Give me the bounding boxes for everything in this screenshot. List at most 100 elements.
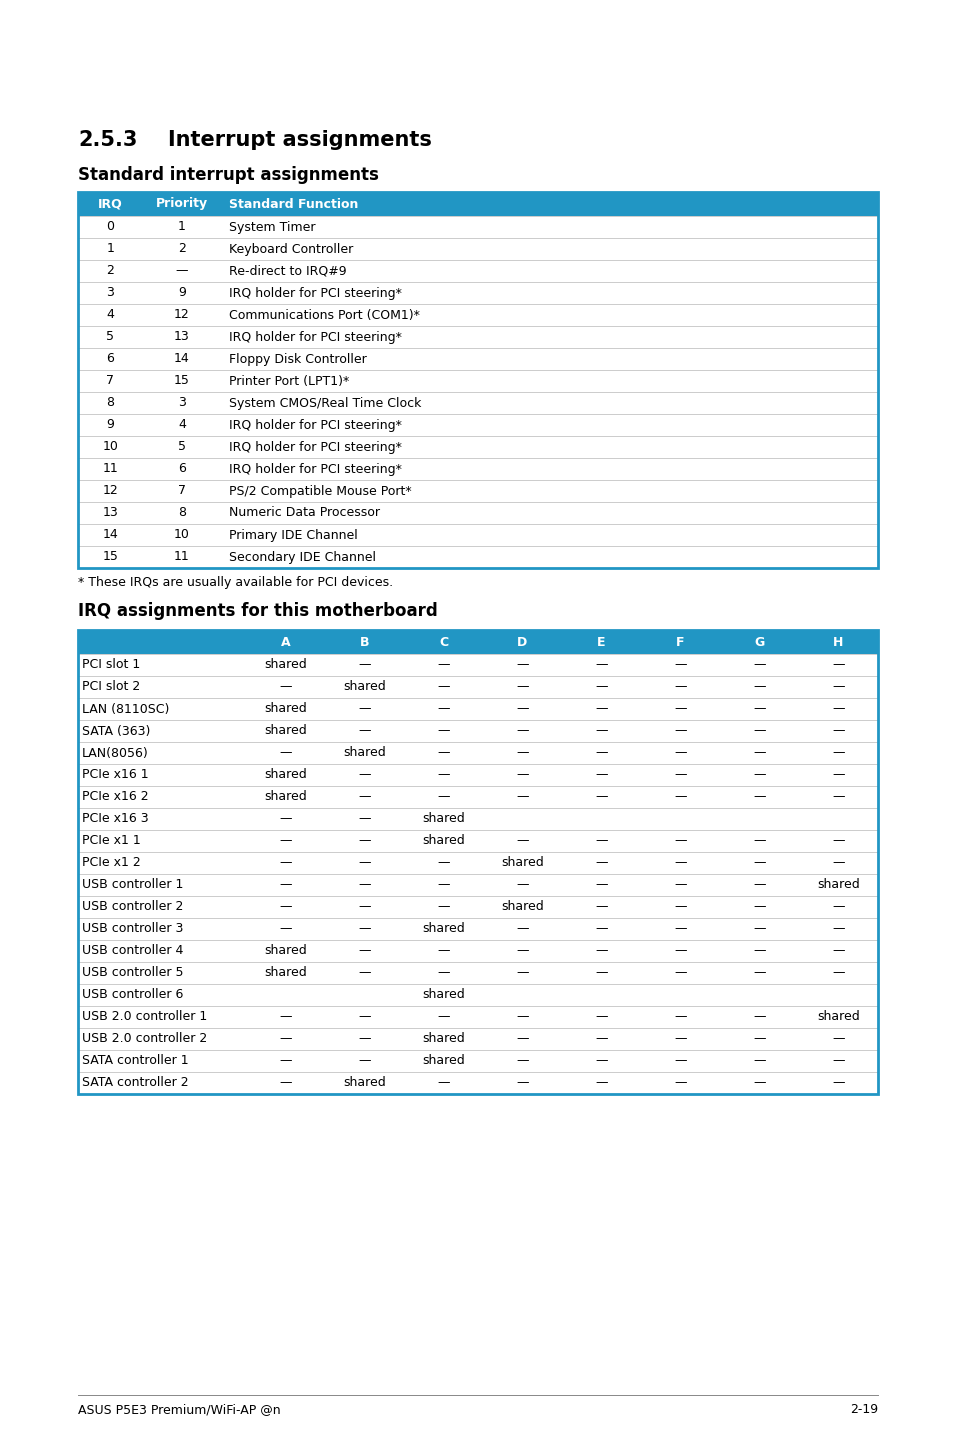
Bar — [78, 1028, 877, 1050]
Text: USB controller 6: USB controller 6 — [82, 988, 183, 1001]
Text: 12: 12 — [103, 485, 118, 498]
Text: —: — — [358, 1011, 371, 1024]
Text: —: — — [516, 659, 528, 672]
Text: shared: shared — [421, 834, 464, 847]
Text: Priority: Priority — [155, 197, 208, 210]
Text: G: G — [754, 636, 763, 649]
Text: PCIe x1 1: PCIe x1 1 — [82, 834, 141, 847]
Text: 3: 3 — [107, 286, 114, 299]
Text: shared: shared — [264, 966, 307, 979]
Bar — [78, 348, 877, 370]
Text: —: — — [516, 945, 528, 958]
Text: 9: 9 — [107, 418, 114, 431]
Text: —: — — [516, 746, 528, 759]
Text: —: — — [516, 879, 528, 892]
Bar — [78, 370, 877, 393]
Text: —: — — [674, 879, 686, 892]
Text: —: — — [595, 1077, 607, 1090]
Text: —: — — [674, 680, 686, 693]
Bar — [78, 917, 877, 940]
Text: —: — — [595, 659, 607, 672]
Text: —: — — [831, 1077, 843, 1090]
Text: —: — — [358, 725, 371, 738]
Text: 7: 7 — [107, 374, 114, 387]
Text: —: — — [595, 900, 607, 913]
Text: —: — — [674, 768, 686, 781]
Text: PCI slot 2: PCI slot 2 — [82, 680, 140, 693]
Text: —: — — [279, 923, 292, 936]
Text: —: — — [674, 1032, 686, 1045]
Text: —: — — [358, 966, 371, 979]
Text: —: — — [279, 1054, 292, 1067]
Text: —: — — [436, 659, 449, 672]
Bar — [78, 851, 877, 874]
Text: —: — — [595, 680, 607, 693]
Text: —: — — [358, 1032, 371, 1045]
Text: —: — — [358, 703, 371, 716]
Text: shared: shared — [264, 768, 307, 781]
Text: —: — — [831, 857, 843, 870]
Text: —: — — [753, 1077, 765, 1090]
Text: —: — — [595, 1032, 607, 1045]
Bar — [78, 940, 877, 962]
Text: —: — — [436, 879, 449, 892]
Text: —: — — [753, 1054, 765, 1067]
Text: IRQ: IRQ — [98, 197, 123, 210]
Bar — [78, 720, 877, 742]
Text: —: — — [831, 834, 843, 847]
Text: 6: 6 — [107, 352, 114, 365]
Text: PCIe x16 3: PCIe x16 3 — [82, 812, 149, 825]
Text: USB 2.0 controller 2: USB 2.0 controller 2 — [82, 1032, 207, 1045]
Text: —: — — [436, 1011, 449, 1024]
Text: Keyboard Controller: Keyboard Controller — [229, 243, 353, 256]
Text: —: — — [279, 1032, 292, 1045]
Bar — [78, 260, 877, 282]
Text: LAN (8110SC): LAN (8110SC) — [82, 703, 170, 716]
Text: —: — — [358, 857, 371, 870]
Text: —: — — [753, 900, 765, 913]
Text: —: — — [516, 1054, 528, 1067]
Text: PS/2 Compatible Mouse Port*: PS/2 Compatible Mouse Port* — [229, 485, 411, 498]
Text: Primary IDE Channel: Primary IDE Channel — [229, 529, 357, 542]
Text: 6: 6 — [178, 463, 186, 476]
Text: —: — — [175, 265, 188, 278]
Text: —: — — [516, 966, 528, 979]
Text: —: — — [674, 966, 686, 979]
Text: —: — — [436, 703, 449, 716]
Text: —: — — [516, 923, 528, 936]
Text: —: — — [595, 945, 607, 958]
Text: PCI slot 1: PCI slot 1 — [82, 659, 140, 672]
Text: —: — — [595, 791, 607, 804]
Text: IRQ holder for PCI steering*: IRQ holder for PCI steering* — [229, 440, 401, 453]
Text: shared: shared — [421, 812, 464, 825]
Text: System CMOS/Real Time Clock: System CMOS/Real Time Clock — [229, 397, 421, 410]
Text: —: — — [674, 703, 686, 716]
Text: 2-19: 2-19 — [849, 1403, 877, 1416]
Text: —: — — [753, 834, 765, 847]
Text: —: — — [358, 768, 371, 781]
Text: 2.5.3: 2.5.3 — [78, 129, 137, 150]
Text: shared: shared — [817, 879, 859, 892]
Text: A: A — [280, 636, 290, 649]
Text: —: — — [279, 680, 292, 693]
Bar — [78, 630, 877, 654]
Bar — [78, 282, 877, 303]
Text: shared: shared — [264, 725, 307, 738]
Text: —: — — [753, 879, 765, 892]
Text: 4: 4 — [107, 309, 114, 322]
Bar — [78, 896, 877, 917]
Text: —: — — [674, 659, 686, 672]
Text: IRQ holder for PCI steering*: IRQ holder for PCI steering* — [229, 463, 401, 476]
Text: 8: 8 — [107, 397, 114, 410]
Text: IRQ assignments for this motherboard: IRQ assignments for this motherboard — [78, 603, 437, 620]
Bar — [78, 457, 877, 480]
Text: —: — — [831, 680, 843, 693]
Text: —: — — [831, 923, 843, 936]
Text: USB controller 2: USB controller 2 — [82, 900, 183, 913]
Text: —: — — [753, 768, 765, 781]
Text: —: — — [436, 966, 449, 979]
Text: PCIe x16 2: PCIe x16 2 — [82, 791, 149, 804]
Bar — [78, 984, 877, 1007]
Text: F: F — [676, 636, 684, 649]
Text: —: — — [753, 945, 765, 958]
